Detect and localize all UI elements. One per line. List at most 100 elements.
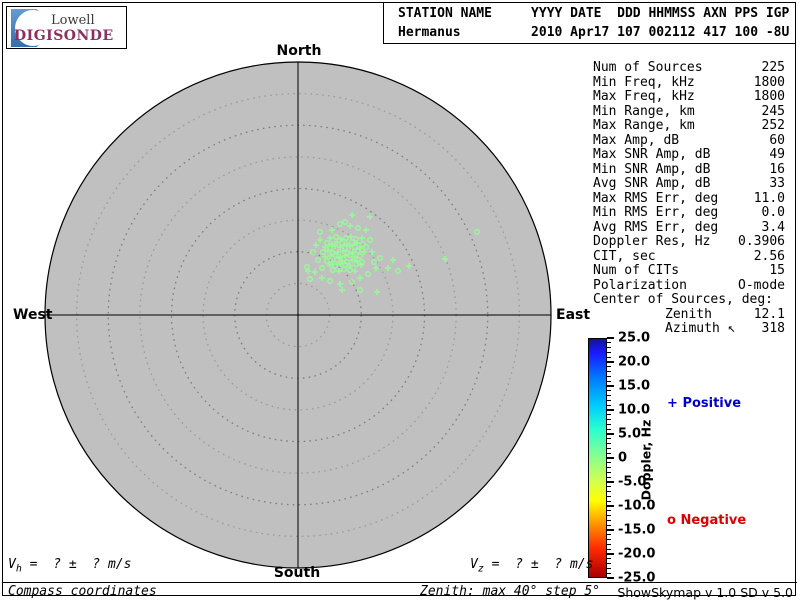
source-marker-negative bbox=[347, 267, 353, 273]
source-marker-positive bbox=[348, 234, 354, 240]
logo-text-digisonde: DIGISONDE bbox=[14, 28, 114, 44]
stat-row: Max Amp, dB 60 bbox=[593, 132, 785, 149]
stat-row: Max Freq, kHz 1800 bbox=[593, 89, 785, 105]
source-marker-positive bbox=[313, 242, 319, 248]
colorbar-tick bbox=[607, 548, 611, 550]
colorbar-tick bbox=[607, 553, 614, 555]
source-marker-negative bbox=[353, 261, 359, 267]
stat-value: 11.0 bbox=[753, 190, 785, 206]
source-marker-positive bbox=[374, 289, 380, 295]
colorbar-tick bbox=[607, 442, 611, 445]
stat-value: 0.0 bbox=[761, 205, 785, 220]
colorbar-tick bbox=[607, 337, 614, 339]
legend-negative-label: Negative bbox=[680, 513, 747, 528]
source-marker-positive bbox=[339, 287, 345, 293]
stat-value: 225 bbox=[761, 60, 785, 75]
source-marker-negative bbox=[332, 252, 338, 258]
colorbar-tick bbox=[607, 418, 611, 421]
colorbar-tick bbox=[607, 529, 614, 531]
circle-marker-icon: o bbox=[667, 513, 676, 528]
source-marker-negative bbox=[367, 237, 373, 243]
colorbar-tick bbox=[607, 481, 614, 483]
source-marker-negative bbox=[349, 239, 355, 245]
stat-label: Max Amp, dB bbox=[593, 132, 680, 148]
stat-row: Avg SNR Amp, dB 33 bbox=[593, 176, 785, 192]
source-marker-negative bbox=[371, 259, 377, 265]
stat-value: 318 bbox=[761, 321, 785, 336]
source-marker-positive bbox=[329, 227, 335, 233]
stat-row: Num of CITs 15 bbox=[593, 263, 785, 279]
colorbar-tick bbox=[607, 414, 611, 416]
source-marker-positive bbox=[358, 262, 364, 268]
stat-label: Max SNR Amp, dB bbox=[593, 147, 711, 162]
source-marker-negative bbox=[319, 265, 325, 271]
colorbar-tick bbox=[607, 394, 611, 397]
colorbar-tick-label: -5.0 bbox=[618, 474, 647, 490]
colorbar-axis-title: Doppler, Hz bbox=[638, 419, 654, 501]
stat-label: Polarization bbox=[593, 277, 687, 293]
colorbar-tick bbox=[607, 543, 611, 546]
stat-row: CIT, sec 2.56 bbox=[593, 248, 785, 265]
stat-label: Min RMS Err, deg bbox=[593, 205, 719, 220]
stat-value: 16 bbox=[769, 161, 785, 177]
source-marker-positive bbox=[327, 235, 333, 241]
colorbar-tick bbox=[607, 390, 611, 392]
colorbar-tick bbox=[607, 409, 614, 411]
source-marker-negative bbox=[333, 234, 339, 240]
colorbar-tick bbox=[607, 351, 611, 354]
source-marker-positive bbox=[442, 256, 448, 262]
colorbar-tick bbox=[607, 495, 611, 498]
stat-row: Min Freq, kHz 1800 bbox=[593, 74, 785, 91]
colorbar-tick bbox=[607, 428, 611, 430]
source-marker-negative bbox=[355, 225, 361, 231]
stat-row: Min RMS Err, deg 0.0 bbox=[593, 205, 785, 221]
header-column-titles: STATION NAME YYYY DATE DDD HHMMSS AXN PP… bbox=[398, 6, 790, 21]
source-marker-positive bbox=[354, 258, 360, 264]
stat-label: Num of Sources bbox=[593, 60, 703, 75]
colorbar-tick-label: -25.0 bbox=[618, 570, 656, 586]
source-marker-negative bbox=[310, 249, 316, 255]
doppler-colorbar bbox=[588, 338, 607, 578]
legend-positive-label: Positive bbox=[682, 396, 742, 411]
colorbar-tick bbox=[607, 438, 611, 440]
stat-label: CIT, sec bbox=[593, 248, 656, 264]
source-marker-positive bbox=[334, 239, 340, 245]
source-marker-positive bbox=[349, 212, 355, 218]
source-marker-negative bbox=[343, 235, 349, 241]
colorbar-tick bbox=[607, 356, 611, 358]
software-version: ShowSkymap v 1.0 SD v 5.0 bbox=[617, 585, 793, 600]
source-marker-positive bbox=[319, 275, 325, 281]
colorbar-tick bbox=[607, 370, 611, 373]
source-marker-positive bbox=[352, 254, 358, 260]
source-marker-positive bbox=[340, 248, 346, 254]
source-marker-positive bbox=[352, 268, 358, 274]
source-marker-positive bbox=[342, 253, 348, 259]
stat-row: Azimuth ↖ 318 bbox=[593, 321, 785, 337]
plus-marker-icon: + bbox=[667, 396, 678, 411]
stat-value: 1800 bbox=[753, 74, 785, 90]
stat-value: 245 bbox=[761, 103, 785, 119]
colorbar-tick bbox=[607, 519, 611, 522]
stat-row: Max RMS Err, deg 11.0 bbox=[593, 190, 785, 207]
colorbar-tick bbox=[607, 524, 611, 526]
source-marker-negative bbox=[353, 236, 359, 242]
source-marker-positive bbox=[335, 249, 341, 255]
stat-value: 49 bbox=[769, 147, 785, 162]
colorbar-tick bbox=[607, 452, 611, 454]
source-marker-negative bbox=[324, 240, 330, 246]
colorbar-tick bbox=[607, 538, 611, 541]
colorbar-tick bbox=[607, 490, 611, 493]
stat-label: Max Freq, kHz bbox=[593, 89, 695, 104]
source-marker-positive bbox=[373, 265, 379, 271]
source-marker-negative bbox=[337, 221, 343, 227]
colorbar-tick bbox=[607, 567, 611, 570]
colorbar-tick bbox=[607, 342, 611, 344]
stat-label: Max RMS Err, deg bbox=[593, 190, 719, 206]
compass-label-east: East bbox=[556, 307, 591, 323]
colorbar-tick-label: 15.0 bbox=[618, 378, 651, 394]
colorbar-tick-label: -15.0 bbox=[618, 522, 656, 538]
colorbar-tick bbox=[607, 346, 611, 349]
source-marker-negative bbox=[363, 244, 369, 250]
